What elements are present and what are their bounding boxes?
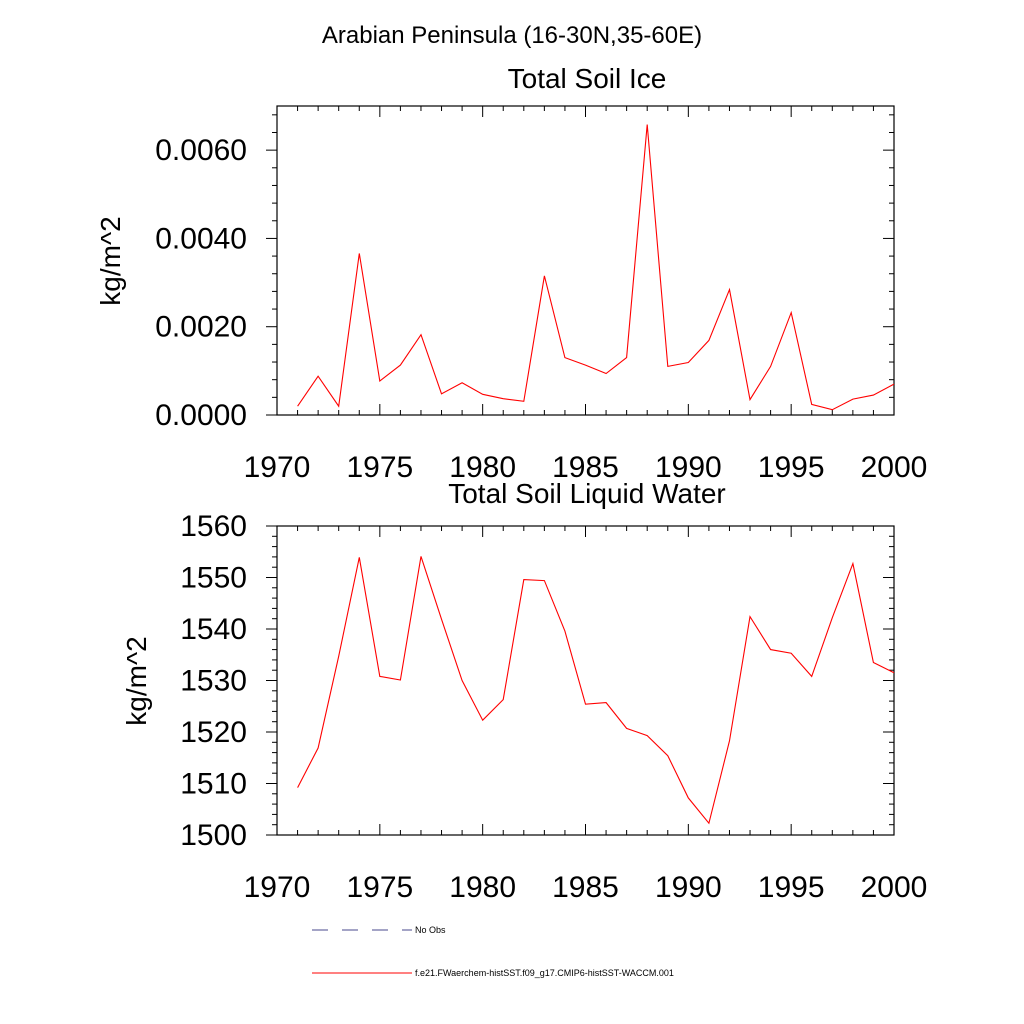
soil-ice-series-line-0 bbox=[297, 124, 895, 411]
soil-liquid-water-ticks bbox=[266, 525, 895, 836]
soil-ice-y-tick-label-0-002: 0.0020 bbox=[155, 311, 247, 344]
soil-liquid-water-series bbox=[297, 556, 895, 825]
soil-ice-y-axis-label: kg/m^2 bbox=[95, 216, 126, 305]
legend: No Obs f.e21.FWaerchem-histSST.f09_g17.C… bbox=[312, 925, 674, 978]
soil-ice-series bbox=[297, 124, 895, 411]
soil-liquid-water-x-tick-label-2000: 2000 bbox=[861, 871, 928, 904]
soil-liquid-water-x-tick-label-1985: 1985 bbox=[552, 871, 619, 904]
soil-ice-title: Total Soil Ice bbox=[508, 63, 667, 94]
soil-ice-x-tick-label-2000: 2000 bbox=[861, 451, 928, 484]
soil-liquid-water-y-axis-label: kg/m^2 bbox=[121, 636, 152, 725]
soil-liquid-water-x-tick-label-1980: 1980 bbox=[449, 871, 516, 904]
soil-liquid-water-y-tick-label-1530: 1530 bbox=[180, 665, 247, 698]
legend-label-no-obs: No Obs bbox=[415, 925, 446, 935]
soil-ice-x-tick-label-1975: 1975 bbox=[346, 451, 413, 484]
soil-ice-y-tick-label-0-004: 0.0040 bbox=[155, 222, 247, 255]
soil-ice-plot-frame bbox=[276, 105, 895, 416]
soil-liquid-water-y-tick-label-1520: 1520 bbox=[180, 716, 247, 749]
soil-liquid-water-x-tick-label-1990: 1990 bbox=[655, 871, 722, 904]
soil-liquid-water-y-tick-label-1510: 1510 bbox=[180, 768, 247, 801]
soil-liquid-water-y-tick-label-1550: 1550 bbox=[180, 562, 247, 595]
soil-liquid-water-title: Total Soil Liquid Water bbox=[448, 478, 726, 509]
soil-ice-y-tick-label-0: 0.0000 bbox=[155, 399, 247, 432]
soil-ice-tick-labels: 1970 1975 1980 1985 1990 1995 2000 0.0000 0.0020… bbox=[155, 134, 927, 484]
legend-label-model-run: f.e21.FWaerchem-histSST.f09_g17.CMIP6-hi… bbox=[415, 968, 674, 978]
soil-liquid-water-series-line-0 bbox=[297, 556, 895, 825]
soil-liquid-water-y-tick-label-1560: 1560 bbox=[180, 510, 247, 543]
soil-liquid-water-plot-frame bbox=[276, 525, 895, 836]
soil-liquid-water-y-tick-label-1540: 1540 bbox=[180, 613, 247, 646]
figure-title: Arabian Peninsula (16-30N,35-60E) bbox=[322, 22, 702, 49]
soil-ice-x-tick-label-1970: 1970 bbox=[244, 451, 311, 484]
soil-ice-x-tick-label-1990: 1990 bbox=[655, 451, 722, 484]
soil-liquid-water-y-tick-label-1500: 1500 bbox=[180, 819, 247, 852]
soil-ice-ticks bbox=[266, 106, 895, 416]
soil-liquid-water-tick-labels: 1970 1975 1980 1985 1990 1995 2000 1500 1510 1520… bbox=[180, 510, 927, 904]
soil-liquid-water-panel: Total Soil Liquid Water kg/m^2 1970 1975 1… bbox=[121, 478, 927, 904]
soil-liquid-water-x-tick-label-1995: 1995 bbox=[758, 871, 825, 904]
soil-liquid-water-x-tick-label-1970: 1970 bbox=[244, 871, 311, 904]
soil-ice-x-tick-label-1985: 1985 bbox=[552, 451, 619, 484]
soil-ice-x-tick-label-1980: 1980 bbox=[449, 451, 516, 484]
soil-liquid-water-x-tick-label-1975: 1975 bbox=[346, 871, 413, 904]
soil-ice-x-tick-label-1995: 1995 bbox=[758, 451, 825, 484]
soil-ice-y-tick-label-0-006: 0.0060 bbox=[155, 134, 247, 167]
soil-ice-panel: Total Soil Ice kg/m^2 1970 1975 1980 1985 19… bbox=[95, 63, 927, 484]
